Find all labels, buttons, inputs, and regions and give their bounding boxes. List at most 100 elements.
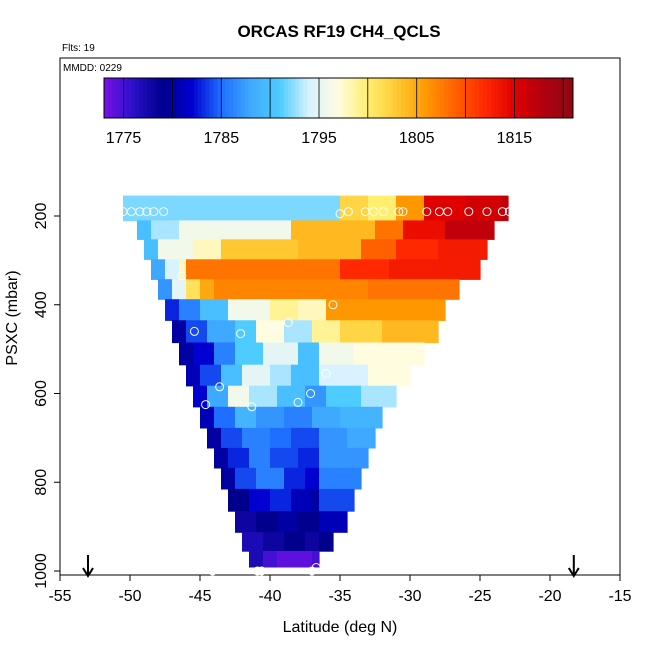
colorbar-swatch (232, 78, 238, 118)
x-axis-tick-label: -25 (468, 588, 491, 605)
heatmap-cell (340, 406, 383, 429)
heatmap-cell (158, 239, 194, 260)
heatmap-cell (319, 532, 334, 552)
flight-point (378, 207, 388, 217)
flight-point (394, 207, 404, 217)
colorbar-swatch (256, 78, 261, 118)
heatmap-cell (361, 239, 397, 260)
heatmap-cell (249, 385, 278, 408)
heatmap-cell (123, 195, 341, 222)
colorbar-swatch (186, 78, 191, 118)
flight-point (328, 300, 338, 310)
colorbar-swatch (408, 78, 414, 118)
colorbar-swatch (201, 78, 207, 118)
colorbar-swatch (475, 78, 480, 118)
x-axis-label: Latitude (deg N) (283, 619, 398, 636)
flight-point (252, 566, 262, 576)
colorbar-swatch (295, 78, 300, 118)
flight-point (321, 369, 331, 378)
colorbar-swatch (416, 78, 421, 118)
flight-point (335, 209, 345, 219)
flight-point (247, 402, 257, 412)
colorbar-swatch (490, 78, 496, 118)
heatmap-cell (354, 220, 376, 240)
y-axis-tick-label: 200 (33, 203, 50, 230)
heatmap-cell (354, 342, 425, 366)
heatmap-cell (284, 406, 313, 429)
colorbar-tick-label: 1785 (204, 130, 240, 147)
heatmap-cell (284, 320, 313, 344)
heatmap-cell (382, 320, 439, 344)
colorbar-swatch (299, 78, 304, 118)
colorbar-swatch (373, 78, 378, 118)
colorbar-swatch (361, 78, 367, 118)
heatmap-cell (298, 239, 362, 260)
colorbar-swatch (549, 78, 554, 118)
flight-point (293, 397, 303, 407)
heatmap-cell (228, 488, 250, 512)
heatmap-cell (200, 279, 215, 300)
colorbar-tick-labels: 1775 1785 1795 1805 1815 (106, 130, 533, 147)
heatmap-cell (305, 532, 320, 552)
colorbar-swatch (381, 78, 386, 118)
colorbar-swatch (150, 78, 156, 118)
colorbar-swatch (471, 78, 476, 118)
heatmap-cell (242, 532, 264, 552)
flight-point (464, 207, 474, 217)
colorbar-swatch (404, 78, 410, 118)
heatmap-cell (375, 220, 404, 240)
flight-point (209, 493, 219, 503)
colorbar-swatch (358, 78, 363, 118)
heatmap-cell (284, 467, 306, 490)
colorbar-swatch (565, 78, 570, 118)
colorbar-swatch (240, 78, 246, 118)
flight-point (236, 329, 246, 339)
colorbar (103, 77, 574, 119)
colorbar-swatch (334, 78, 339, 118)
colorbar-swatch (318, 78, 324, 118)
heatmap-cell (235, 511, 257, 533)
heatmap-cell (144, 239, 159, 260)
colorbar-frame (103, 77, 574, 119)
colorbar-swatch (162, 78, 167, 118)
chart-title: ORCAS RF19 CH4_QCLS (237, 22, 440, 41)
flight-point (189, 326, 199, 336)
heatmap-cell (228, 385, 250, 408)
x-axis-tick-label: -15 (608, 588, 631, 605)
flight-point (422, 207, 432, 217)
heatmap-cell (263, 532, 285, 552)
colorbar-swatch (494, 78, 500, 118)
heatmap-cell (263, 342, 299, 366)
colorbar-swatch (146, 78, 152, 118)
x-axis: -55 -50 -45 -40 -35 -30 -25 -20 -15 (48, 575, 632, 605)
colorbar-swatch (541, 78, 547, 118)
flight-point (142, 207, 152, 217)
colorbar-swatch (111, 78, 117, 118)
heatmap-cell (340, 259, 390, 280)
flights-count-label: Flts: 19 (62, 43, 95, 54)
colorbar-swatch (530, 78, 535, 118)
flight-point (283, 318, 293, 327)
heatmap-cell (256, 320, 285, 344)
colorbar-swatch (537, 78, 543, 118)
colorbar-swatch (432, 78, 437, 118)
heatmap-cell (312, 488, 320, 512)
colorbar-swatch (354, 78, 359, 118)
colorbar-swatch (479, 78, 484, 118)
flight-point (369, 207, 379, 217)
colorbar-swatch (123, 78, 128, 118)
colorbar-swatch (307, 78, 312, 118)
heatmap-cell (340, 195, 369, 222)
colorbar-swatch (346, 78, 351, 118)
x-axis-tick-label: -40 (258, 588, 281, 605)
colorbar-swatch (119, 78, 124, 118)
colorbar-swatch (451, 78, 457, 118)
colorbar-swatch (182, 78, 187, 118)
colorbar-swatch (498, 78, 504, 118)
heatmap-cell (228, 447, 250, 469)
colorbar-swatch (205, 78, 210, 118)
colorbar-swatch (526, 78, 531, 118)
colorbar-swatch (436, 78, 441, 118)
heatmap-cell (305, 385, 327, 408)
heatmap-cell (319, 427, 348, 449)
